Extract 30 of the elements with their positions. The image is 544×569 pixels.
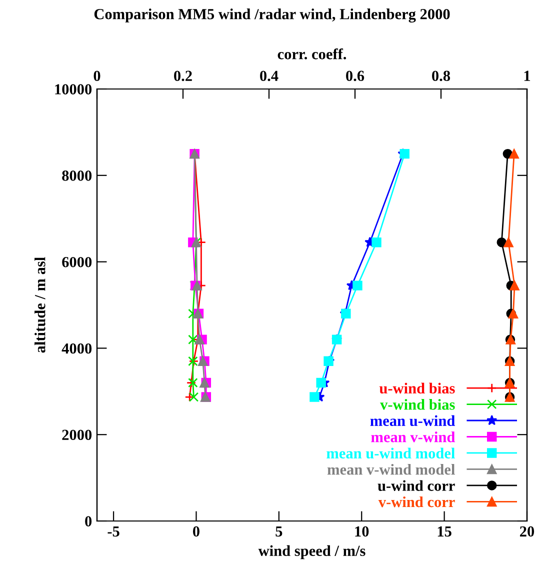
x-tick-label: 15 bbox=[438, 526, 452, 537]
x-tick-label: 20 bbox=[520, 526, 534, 537]
legend-label: mean v-wind model bbox=[327, 464, 455, 475]
y-tick-label: 10000 bbox=[55, 84, 92, 94]
x2-tick-label: 0.2 bbox=[174, 70, 192, 82]
x-tick-label: 10 bbox=[355, 526, 369, 537]
legend-label: u-wind bias bbox=[379, 382, 455, 394]
legend-label: mean v-wind bbox=[371, 431, 456, 442]
y-tick-label: 8000 bbox=[62, 170, 92, 181]
legend-label: v-wind corr bbox=[378, 496, 455, 508]
y-tick-label: 4000 bbox=[62, 343, 92, 354]
legend-label: v-wind bias bbox=[380, 399, 455, 410]
chart-title: Comparison MM5 wind /radar wind, Lindenberg 2000 bbox=[94, 8, 450, 23]
x2-axis-title: corr. coeff. bbox=[278, 48, 346, 60]
legend-label: mean u-wind bbox=[370, 415, 456, 426]
x2-tick-label: 0.4 bbox=[260, 70, 278, 82]
y-tick-label: 6000 bbox=[62, 256, 92, 268]
y-axis-title: altitude / m asl bbox=[34, 257, 46, 353]
x-tick-label: 5 bbox=[276, 526, 282, 537]
x-tick-label: 0 bbox=[192, 526, 200, 537]
x2-tick-label: 0.8 bbox=[432, 70, 450, 82]
x-axis-title: wind speed / m/s bbox=[258, 545, 366, 560]
x2-tick-label: 0 bbox=[94, 70, 100, 82]
y-tick-label: 2000 bbox=[62, 430, 92, 440]
x-tick-label: -5 bbox=[108, 526, 120, 537]
x2-tick-label: 1 bbox=[524, 70, 530, 81]
x2-tick-label: 0.6 bbox=[346, 70, 364, 82]
y-tick-label: 0 bbox=[85, 516, 92, 526]
legend-label: mean u-wind model bbox=[326, 448, 455, 459]
legend-label: u-wind corr bbox=[378, 480, 455, 491]
